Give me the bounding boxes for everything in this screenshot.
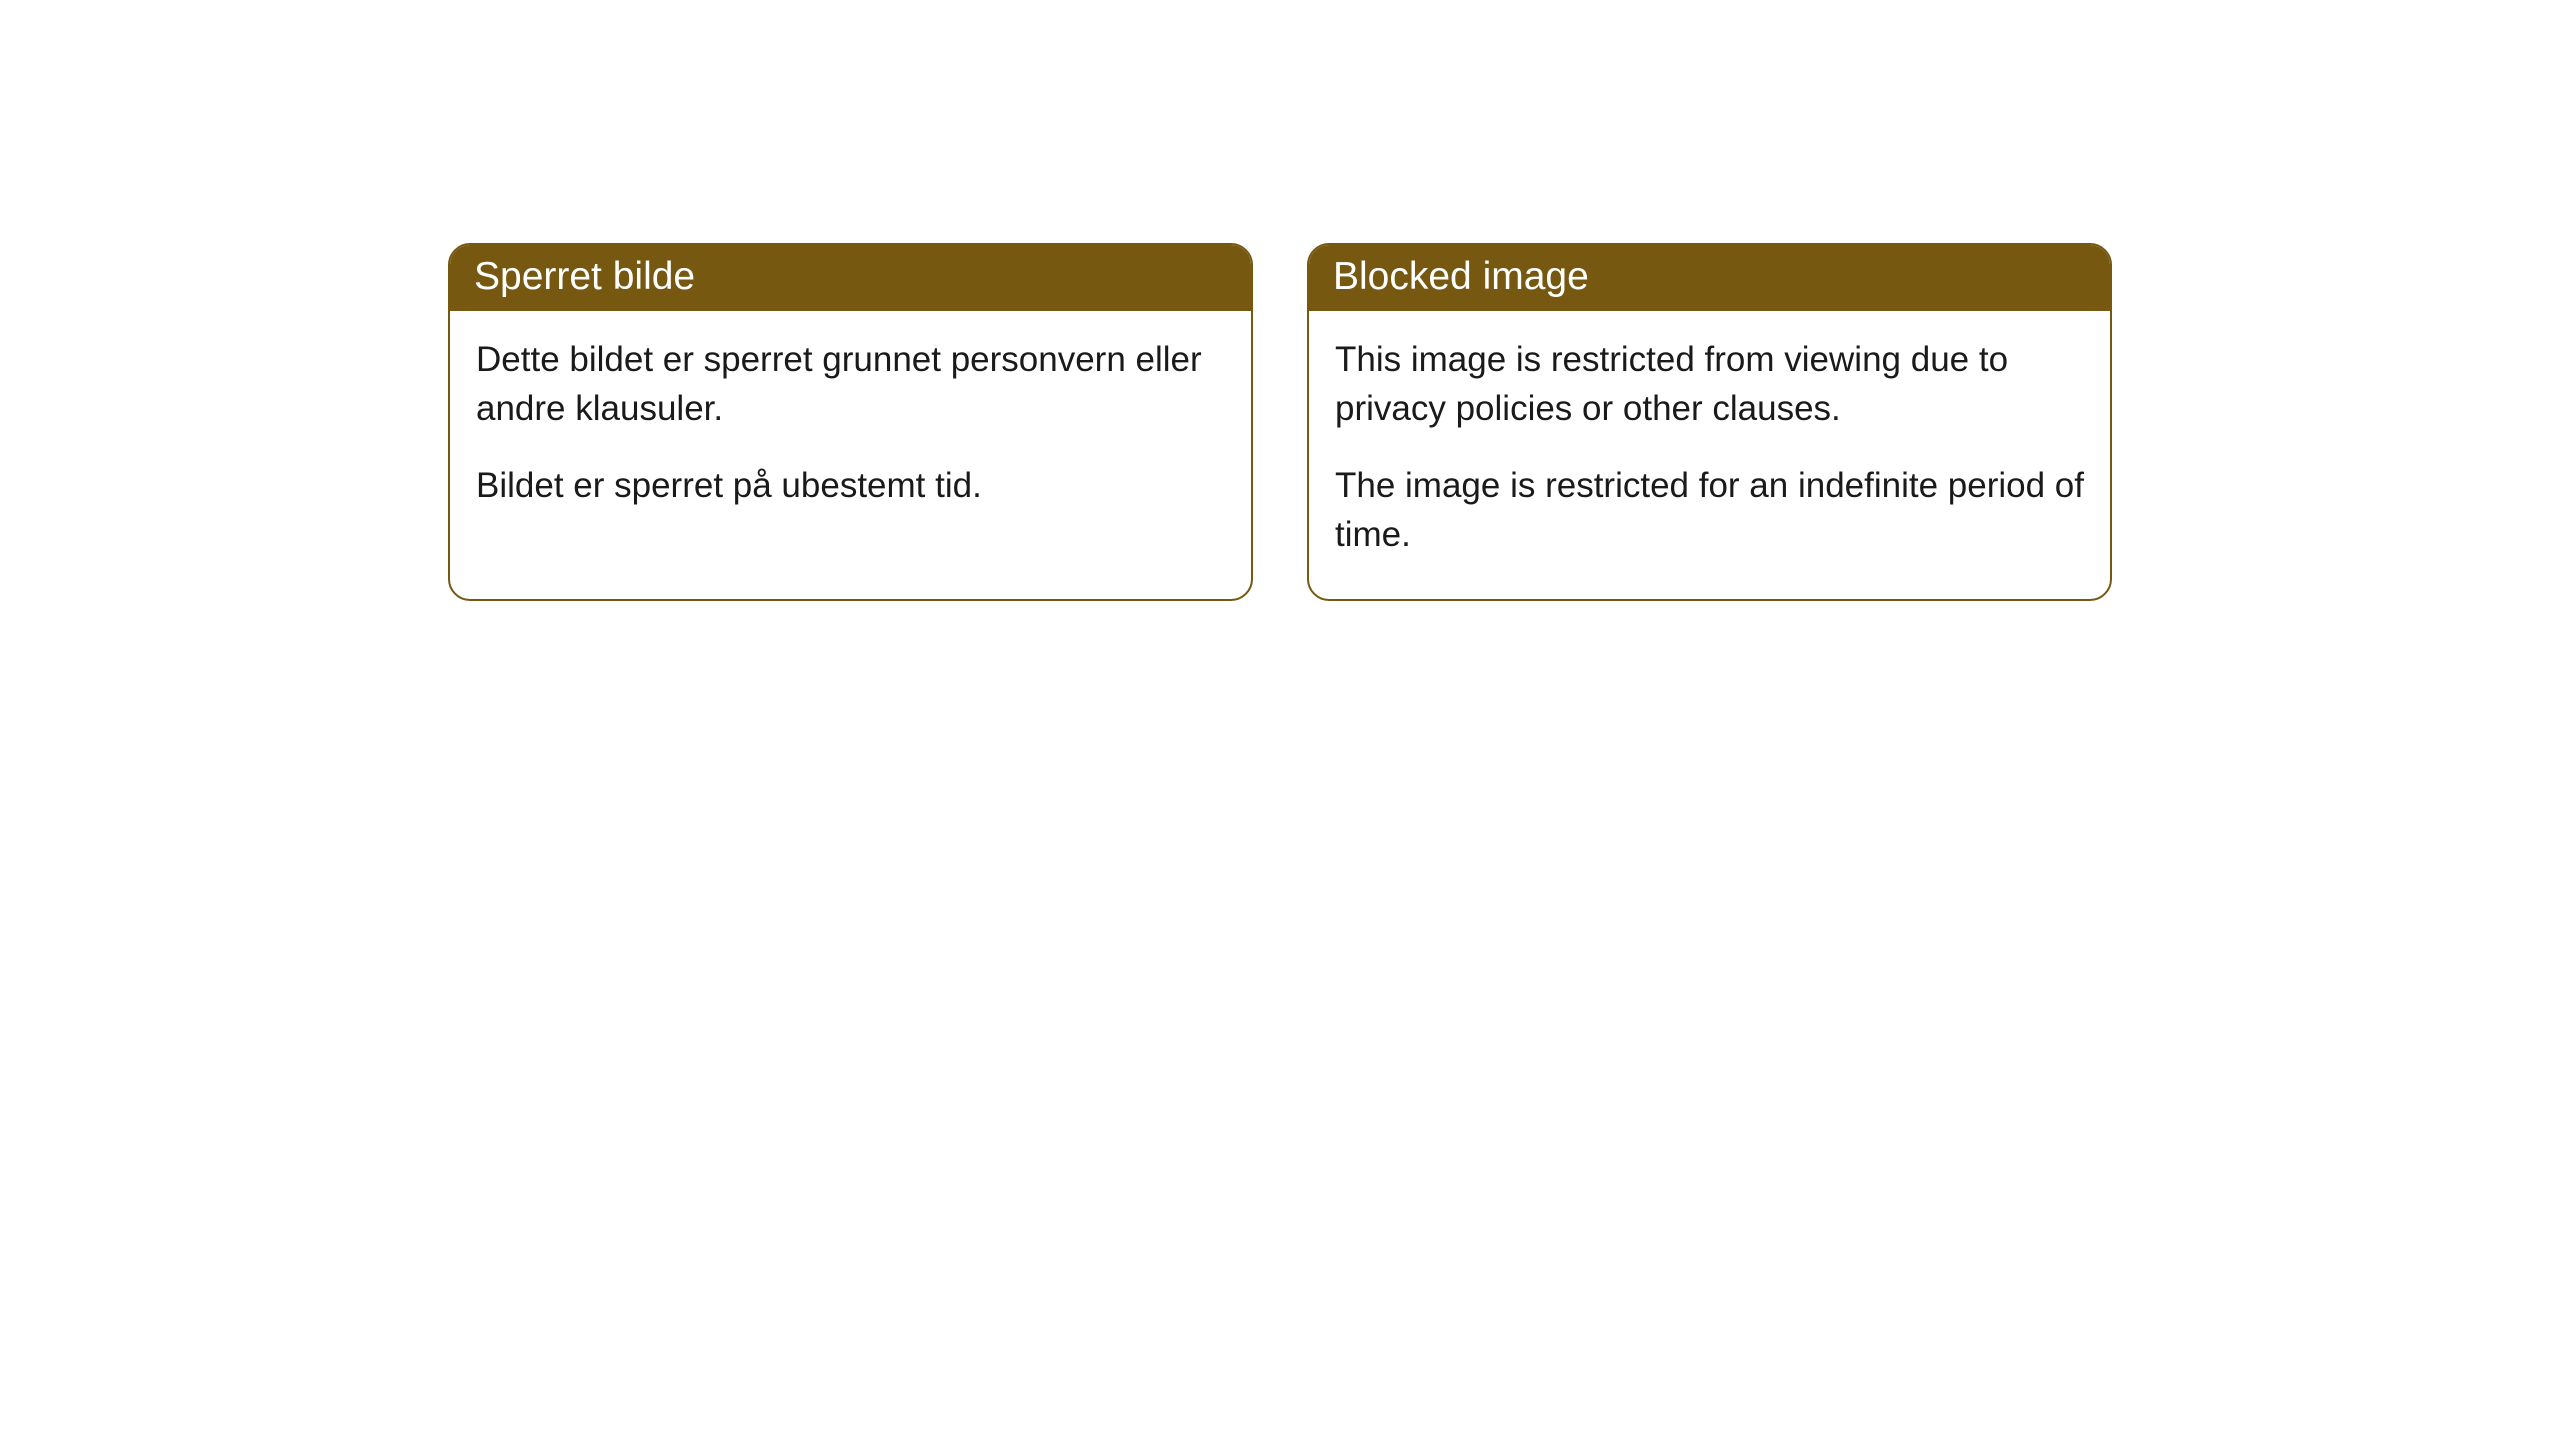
card-header: Blocked image — [1309, 245, 2110, 311]
card-paragraph: This image is restricted from viewing du… — [1335, 335, 2084, 433]
card-body: This image is restricted from viewing du… — [1309, 311, 2110, 599]
card-paragraph: The image is restricted for an indefinit… — [1335, 461, 2084, 559]
card-paragraph: Bildet er sperret på ubestemt tid. — [476, 461, 1225, 510]
blocked-image-card-norwegian: Sperret bilde Dette bildet er sperret gr… — [448, 243, 1253, 601]
blocked-image-card-english: Blocked image This image is restricted f… — [1307, 243, 2112, 601]
cards-container: Sperret bilde Dette bildet er sperret gr… — [0, 0, 2560, 601]
card-body: Dette bildet er sperret grunnet personve… — [450, 311, 1251, 550]
card-header: Sperret bilde — [450, 245, 1251, 311]
card-paragraph: Dette bildet er sperret grunnet personve… — [476, 335, 1225, 433]
